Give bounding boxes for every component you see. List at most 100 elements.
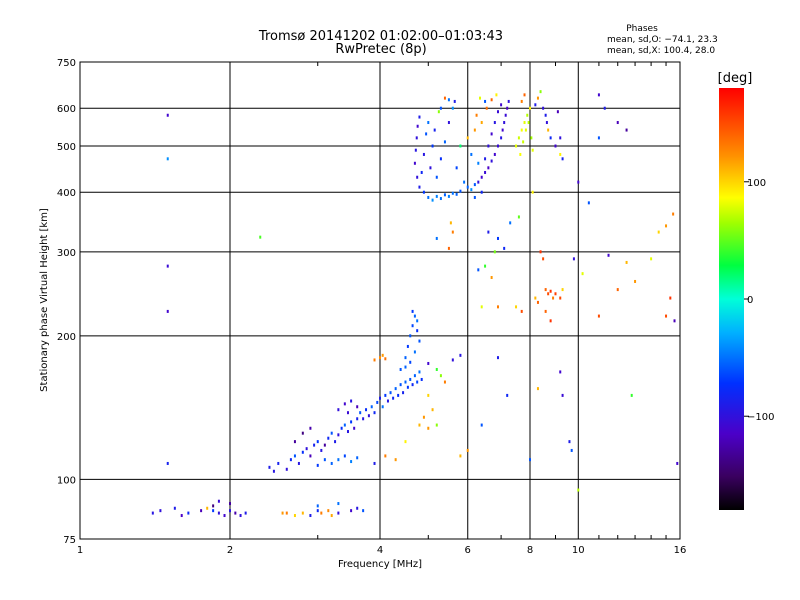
data-point xyxy=(281,511,284,515)
stats-header: Phases xyxy=(626,24,658,34)
data-points xyxy=(151,90,679,518)
y-tick-label: 75 xyxy=(63,535,76,546)
data-point xyxy=(416,329,419,333)
data-point xyxy=(451,191,454,195)
data-point xyxy=(500,136,503,140)
data-point xyxy=(466,136,469,140)
data-point xyxy=(536,387,539,391)
data-point xyxy=(409,334,412,338)
data-point xyxy=(577,180,580,184)
data-point xyxy=(676,461,679,465)
data-point xyxy=(477,180,480,184)
data-point xyxy=(437,110,440,114)
data-point xyxy=(402,391,405,395)
data-point xyxy=(509,221,512,225)
data-point xyxy=(394,458,397,462)
data-point xyxy=(507,99,510,103)
data-point xyxy=(561,288,564,292)
data-point xyxy=(293,454,296,458)
data-point xyxy=(330,514,333,518)
data-point xyxy=(200,509,203,513)
data-point xyxy=(320,511,323,515)
data-point xyxy=(337,502,340,506)
data-point xyxy=(554,292,557,296)
data-point xyxy=(334,440,337,444)
data-point xyxy=(323,458,326,462)
data-point xyxy=(542,106,545,110)
data-point xyxy=(455,166,458,170)
data-point xyxy=(386,399,389,403)
data-point xyxy=(479,96,482,100)
data-point xyxy=(411,309,414,313)
data-point xyxy=(657,230,660,234)
data-point xyxy=(503,121,506,125)
data-point xyxy=(399,367,402,371)
data-point xyxy=(544,288,547,292)
data-point xyxy=(362,417,365,421)
data-point xyxy=(559,370,562,374)
data-point xyxy=(337,408,340,412)
data-point xyxy=(517,136,520,140)
data-point xyxy=(515,144,518,148)
data-point xyxy=(463,180,466,184)
data-point xyxy=(490,159,493,163)
data-point xyxy=(404,365,407,369)
data-point xyxy=(166,309,169,313)
data-point xyxy=(384,357,387,361)
data-point xyxy=(477,161,480,165)
data-point xyxy=(413,161,416,165)
data-point xyxy=(406,385,409,389)
data-point xyxy=(166,264,169,268)
data-point xyxy=(373,358,376,362)
data-point xyxy=(568,440,571,444)
data-point xyxy=(337,511,340,515)
data-point xyxy=(665,224,668,228)
data-point xyxy=(356,417,359,421)
data-point xyxy=(384,454,387,458)
y-tick-label: 500 xyxy=(57,142,76,153)
data-point xyxy=(630,393,633,397)
data-point xyxy=(473,195,476,199)
data-point xyxy=(435,175,438,179)
data-point xyxy=(549,319,552,323)
data-point xyxy=(229,509,231,513)
data-point xyxy=(529,106,531,110)
x-axis-label: Frequency [MHz] xyxy=(338,559,422,570)
data-point xyxy=(301,511,304,515)
data-point xyxy=(330,461,333,465)
data-point xyxy=(313,443,316,447)
data-point xyxy=(244,511,247,515)
data-point xyxy=(607,253,610,257)
data-point xyxy=(343,454,346,458)
data-point xyxy=(309,514,312,518)
data-point xyxy=(523,93,526,97)
colorbar-label: [deg] xyxy=(718,71,753,86)
data-point xyxy=(473,128,476,132)
data-point xyxy=(422,190,425,194)
data-point xyxy=(577,488,580,492)
data-point xyxy=(527,121,530,125)
data-point xyxy=(447,194,450,198)
data-point xyxy=(316,440,319,444)
data-point xyxy=(309,454,312,458)
data-point xyxy=(531,190,534,194)
data-point xyxy=(542,257,545,261)
x-tick-label: 2 xyxy=(227,545,233,556)
data-point xyxy=(531,148,534,152)
data-point xyxy=(337,458,340,462)
data-point xyxy=(229,502,231,506)
data-point xyxy=(495,93,498,97)
colorbar-ticks: 100 0 −100 xyxy=(744,178,774,423)
data-point xyxy=(480,175,483,179)
data-point xyxy=(159,509,162,513)
data-point xyxy=(515,305,518,309)
data-point xyxy=(297,461,300,465)
data-point xyxy=(404,380,407,384)
data-point xyxy=(362,509,365,513)
data-point xyxy=(327,509,330,513)
data-point xyxy=(554,144,557,148)
data-point xyxy=(413,374,416,378)
data-point xyxy=(439,374,442,378)
data-point xyxy=(534,296,537,300)
data-point xyxy=(520,309,523,313)
